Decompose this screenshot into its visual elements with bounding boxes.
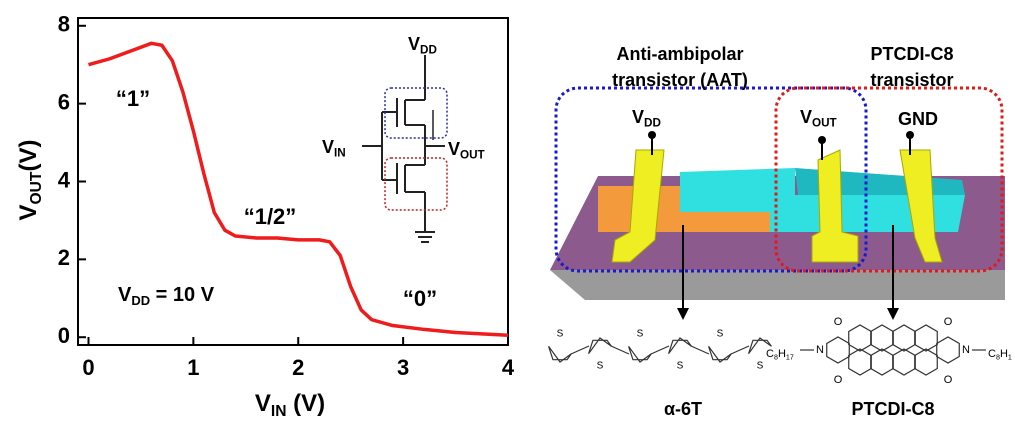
label-part: V bbox=[448, 139, 460, 159]
label-part: H bbox=[778, 348, 786, 360]
label-part: OUT bbox=[28, 171, 45, 204]
x-tick-label: 0 bbox=[82, 355, 94, 380]
aromatic-ring bbox=[849, 349, 872, 375]
y-tick-label: 4 bbox=[58, 167, 71, 192]
atom-label: S bbox=[677, 361, 684, 372]
thiophene-ring bbox=[669, 338, 692, 354]
label-part: OUT bbox=[812, 116, 838, 129]
bond bbox=[571, 346, 589, 354]
label-part: V bbox=[118, 284, 132, 306]
annotation: “1/2” bbox=[244, 204, 297, 229]
thiophene-ring bbox=[709, 346, 732, 362]
label-part: DD bbox=[644, 116, 661, 129]
atom-label: O bbox=[944, 316, 953, 328]
aromatic-ring bbox=[849, 325, 872, 351]
aromatic-ring bbox=[915, 349, 938, 375]
annotation: “0” bbox=[403, 286, 437, 311]
x-tick-label: 3 bbox=[397, 355, 409, 380]
y-tick-label: 0 bbox=[58, 323, 70, 348]
y-axis-label: VOUT(V) bbox=[15, 140, 45, 221]
label-part: DD bbox=[420, 43, 437, 56]
label-part: (V) bbox=[15, 140, 42, 172]
label-part: C bbox=[766, 348, 774, 360]
aromatic-ring bbox=[893, 349, 916, 375]
aromatic-ring bbox=[827, 337, 850, 363]
aat-label: Anti-ambipolar bbox=[616, 44, 743, 64]
gnd-label: GND bbox=[898, 109, 938, 129]
label-part: V bbox=[800, 107, 812, 127]
aromatic-ring bbox=[871, 325, 894, 351]
label-part: V bbox=[15, 204, 42, 220]
thiophene-ring bbox=[629, 346, 652, 362]
y-tick-label: 6 bbox=[58, 89, 70, 114]
label-part: (V) bbox=[286, 390, 325, 417]
label-part: IN bbox=[334, 146, 346, 159]
atom-label: S bbox=[597, 361, 604, 372]
label-part: = 10 V bbox=[150, 284, 215, 306]
y-tick-label: 2 bbox=[58, 245, 70, 270]
label-part: OUT bbox=[460, 148, 486, 161]
aromatic-ring bbox=[893, 325, 916, 351]
label-part: V bbox=[255, 390, 271, 417]
bond bbox=[731, 346, 749, 354]
figure: Anti-ambipolar transistor (AAT) PTCDI-C8… bbox=[0, 0, 1015, 425]
label-part: V bbox=[408, 34, 420, 54]
terminal-label: VOUT bbox=[800, 107, 838, 130]
y-tick-label: 8 bbox=[58, 12, 70, 37]
annotation: “1” bbox=[116, 86, 150, 111]
atom-label: S bbox=[637, 329, 644, 340]
ptcdi-label: transistor bbox=[870, 70, 953, 90]
x-tick-label: 4 bbox=[502, 355, 515, 380]
atom-label: O bbox=[834, 374, 843, 386]
circuit bbox=[362, 55, 447, 242]
circuit-label: VOUT bbox=[448, 139, 486, 162]
circuit-label: VDD bbox=[408, 34, 437, 57]
atom-label: O bbox=[944, 374, 953, 386]
atom-label: S bbox=[757, 361, 764, 372]
x-tick-label: 1 bbox=[187, 355, 199, 380]
aromatic-ring bbox=[915, 325, 938, 351]
atom-label: S bbox=[717, 329, 724, 340]
x-axis-label: VIN (V) bbox=[255, 390, 325, 420]
aromatic-ring bbox=[937, 337, 960, 363]
atom-label: O bbox=[834, 316, 843, 328]
label-part: 17 bbox=[786, 353, 794, 361]
label-part: H bbox=[1000, 348, 1008, 360]
bond bbox=[691, 346, 709, 354]
molecule-name: PTCDI-C8 bbox=[851, 399, 934, 419]
x-tick-label: 2 bbox=[292, 355, 304, 380]
label-part: V bbox=[632, 107, 644, 127]
circuit-label: VIN bbox=[322, 137, 346, 160]
label-part: DD bbox=[131, 293, 150, 308]
aat-label: transistor (AAT) bbox=[612, 70, 748, 90]
aromatic-ring bbox=[871, 349, 894, 375]
label-part: C bbox=[988, 348, 996, 360]
label-part: V bbox=[322, 137, 334, 157]
ptcdi-label: PTCDI-C8 bbox=[870, 44, 953, 64]
atom-label: S bbox=[557, 329, 564, 340]
bond bbox=[611, 346, 629, 354]
bond bbox=[651, 346, 669, 354]
vdd-note: VDD = 10 V bbox=[118, 284, 215, 308]
atom-label: N bbox=[816, 344, 824, 356]
label-part: IN bbox=[271, 403, 287, 420]
molecule-name: α-6T bbox=[664, 399, 702, 419]
thiophene-ring bbox=[549, 346, 572, 362]
chain-label: C8H17 bbox=[766, 348, 794, 361]
chain-label: C8H1 bbox=[988, 348, 1012, 361]
thiophene-ring bbox=[589, 338, 612, 354]
atom-label: N bbox=[962, 344, 970, 356]
label-part: 1 bbox=[1008, 353, 1012, 361]
terminal-label: VDD bbox=[632, 107, 661, 130]
